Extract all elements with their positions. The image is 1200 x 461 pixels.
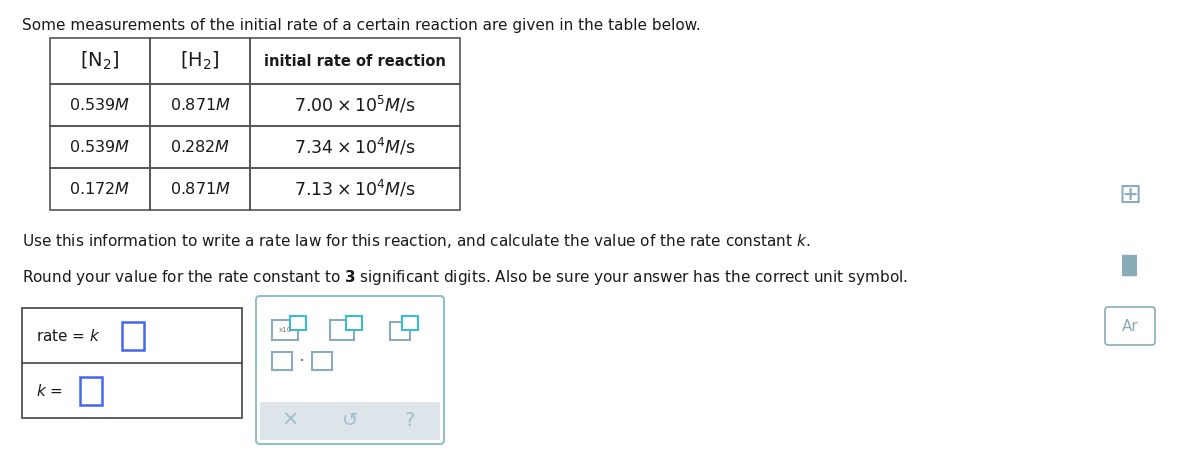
Text: initial rate of reaction: initial rate of reaction bbox=[264, 53, 446, 69]
Bar bbox=[50, 126, 150, 168]
FancyBboxPatch shape bbox=[1105, 307, 1154, 345]
Bar bbox=[80, 377, 102, 404]
Text: Use this information to write a rate law for this reaction, and calculate the va: Use this information to write a rate law… bbox=[22, 232, 810, 250]
Bar bbox=[122, 321, 144, 349]
Text: $0.871\mathit{M}$: $0.871\mathit{M}$ bbox=[169, 97, 230, 113]
Bar bbox=[50, 38, 150, 84]
Text: ·: · bbox=[299, 351, 305, 371]
Text: $k$ =: $k$ = bbox=[36, 383, 62, 398]
Bar bbox=[250, 84, 460, 126]
Text: ?: ? bbox=[404, 410, 415, 430]
Text: $0.539\mathit{M}$: $0.539\mathit{M}$ bbox=[70, 97, 131, 113]
Bar bbox=[150, 168, 250, 210]
Text: rate = $k$: rate = $k$ bbox=[36, 327, 101, 343]
Text: x10: x10 bbox=[278, 327, 292, 333]
Bar bbox=[50, 84, 150, 126]
Bar bbox=[330, 320, 354, 340]
Bar bbox=[272, 320, 298, 340]
Text: $7.13\times10^{4}\mathit{M}\mathrm{/s}$: $7.13\times10^{4}\mathit{M}\mathrm{/s}$ bbox=[294, 178, 416, 200]
Text: ⊞: ⊞ bbox=[1118, 181, 1141, 209]
Text: ↺: ↺ bbox=[342, 410, 358, 430]
Bar bbox=[50, 168, 150, 210]
Bar bbox=[250, 38, 460, 84]
Bar bbox=[272, 352, 292, 370]
Bar bbox=[402, 316, 418, 330]
Text: Ar: Ar bbox=[1122, 319, 1139, 333]
Text: ×: × bbox=[281, 410, 299, 430]
Bar bbox=[390, 322, 410, 340]
Text: Some measurements of the initial rate of a certain reaction are given in the tab: Some measurements of the initial rate of… bbox=[22, 18, 701, 33]
Text: $\left[\mathrm{H_2}\right]$: $\left[\mathrm{H_2}\right]$ bbox=[180, 50, 220, 72]
Bar bbox=[312, 352, 332, 370]
Bar bbox=[346, 316, 362, 330]
Bar bbox=[290, 316, 306, 330]
Bar bbox=[250, 168, 460, 210]
Text: $\left[\mathrm{N_2}\right]$: $\left[\mathrm{N_2}\right]$ bbox=[80, 50, 120, 72]
Text: $0.172\mathit{M}$: $0.172\mathit{M}$ bbox=[70, 181, 131, 197]
FancyBboxPatch shape bbox=[260, 402, 440, 440]
Text: $0.539\mathit{M}$: $0.539\mathit{M}$ bbox=[70, 139, 131, 155]
Text: $0.282\mathit{M}$: $0.282\mathit{M}$ bbox=[170, 139, 230, 155]
Text: ▐▌: ▐▌ bbox=[1114, 254, 1146, 276]
Bar bbox=[150, 126, 250, 168]
Text: $0.871\mathit{M}$: $0.871\mathit{M}$ bbox=[169, 181, 230, 197]
Bar bbox=[150, 84, 250, 126]
Text: $7.34\times10^{4}\mathit{M}\mathrm{/s}$: $7.34\times10^{4}\mathit{M}\mathrm{/s}$ bbox=[294, 136, 416, 158]
Bar bbox=[22, 308, 242, 418]
Bar bbox=[150, 38, 250, 84]
Bar bbox=[250, 126, 460, 168]
Text: Round your value for the rate constant to $\mathbf{3}$ significant digits. Also : Round your value for the rate constant t… bbox=[22, 268, 908, 287]
Text: $7.00\times10^{5}\mathit{M}\mathrm{/s}$: $7.00\times10^{5}\mathit{M}\mathrm{/s}$ bbox=[294, 95, 416, 116]
FancyBboxPatch shape bbox=[256, 296, 444, 444]
